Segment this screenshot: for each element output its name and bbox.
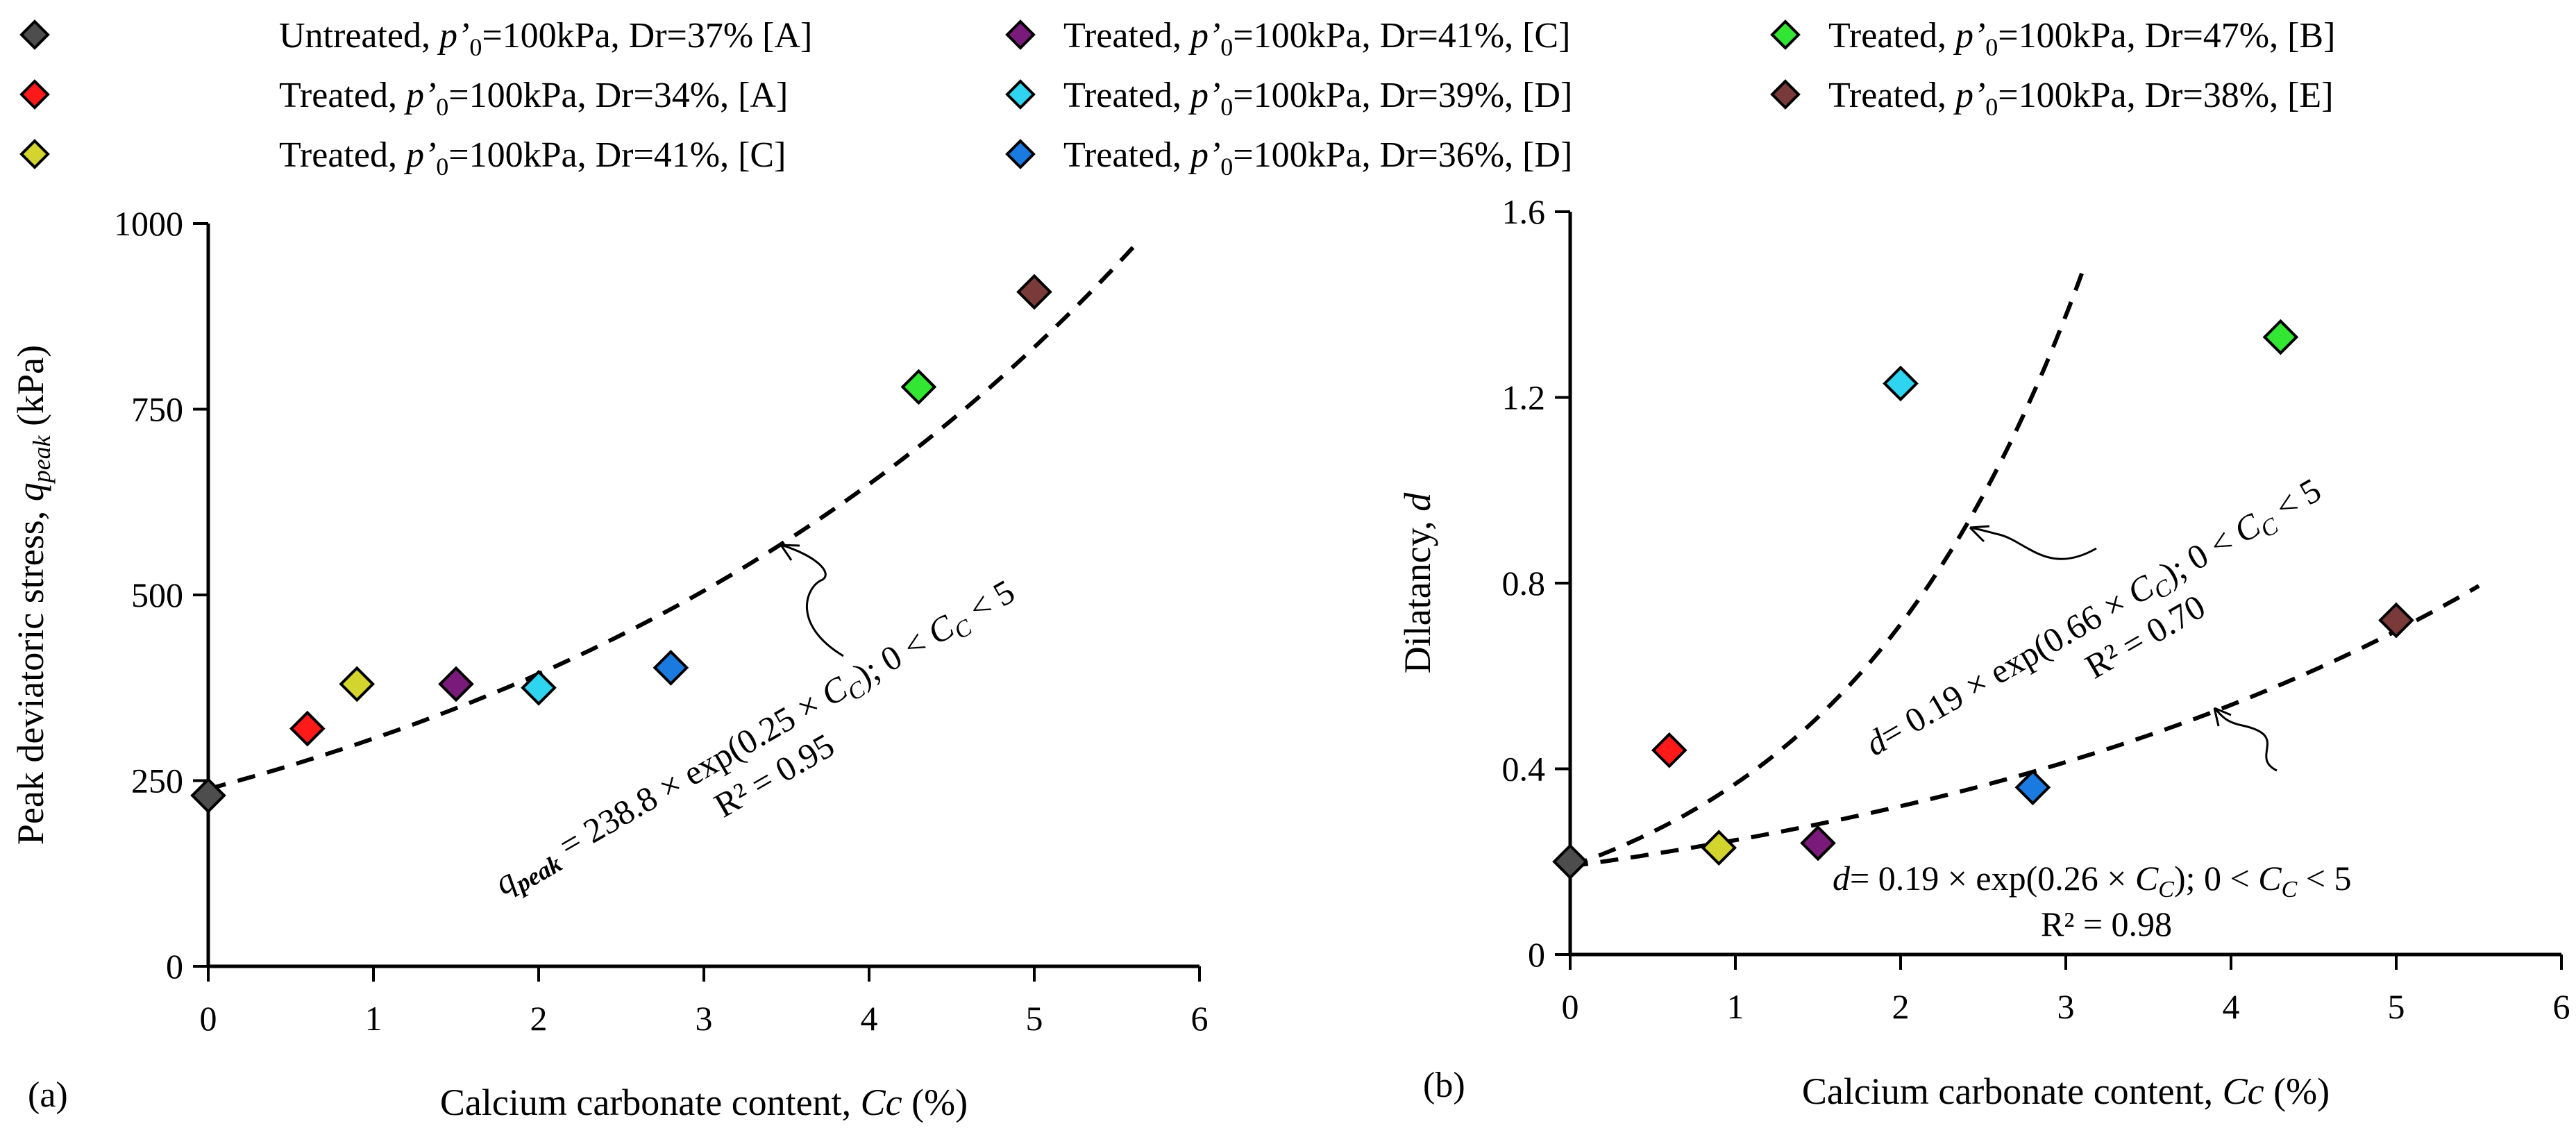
x-tick-label: 6 <box>1191 999 1209 1038</box>
y-axis-title: Dilatancy, d <box>1397 492 1438 673</box>
x-tick-label: 6 <box>2553 987 2570 1026</box>
data-point-treated_b <box>900 369 937 405</box>
legend-entry-treated_c41y: Treated, p’0=100kPa, Dr=41%, [C] <box>279 135 786 180</box>
panel-b-fit-curves <box>1569 271 2480 868</box>
panel-label-b: (b) <box>1423 1066 1465 1105</box>
data-point-treated_d39 <box>521 669 557 706</box>
svg-text:qpeak = 238.8 × exp(0.25 × CC): qpeak = 238.8 × exp(0.25 × CC); 0 < CC <… <box>488 572 1024 907</box>
data-point-treated_c41p <box>438 666 474 703</box>
data-point-treated_e <box>2378 602 2414 639</box>
data-point-treated_d36 <box>2014 769 2051 806</box>
y-tick-label: 1.2 <box>1502 378 1546 417</box>
x-tick-label: 5 <box>2388 987 2405 1026</box>
fit-curve-1 <box>208 245 1135 791</box>
legend-entry-treated_d39: Treated, p’0=100kPa, Dr=39%, [D] <box>1063 76 1572 121</box>
panel-a-fit-curves <box>208 245 1135 791</box>
data-point-treated_c41y <box>1701 830 1737 866</box>
panel-b-ticks: 0 1 2 3 4 5 6 0 0.4 0.8 1.2 1.6 <box>1502 192 2570 1026</box>
panel-label-a: (a) <box>28 1075 68 1115</box>
legend-marker-treated_d39 <box>1005 79 1036 110</box>
fit-curve-2 <box>1569 584 2480 868</box>
data-point-untreated_a <box>190 777 226 814</box>
data-point-treated_e <box>1016 274 1052 310</box>
x-axis-title: Calcium carbonate content, Cc (%) <box>1802 1070 2330 1112</box>
annotation-arrow-b2 <box>2213 707 2278 772</box>
fit-equation-b2: d= 0.19 × exp(0.26 × CC); 0 < CC < 5 R² … <box>1833 859 2351 943</box>
y-tick-label: 750 <box>131 390 183 429</box>
fit-equation-a: qpeak = 238.8 × exp(0.25 × CC); 0 < CC <… <box>488 572 1024 907</box>
data-point-treated_b <box>2262 319 2299 355</box>
x-tick-label: 3 <box>2057 987 2075 1026</box>
panel-a: 0 1 2 3 4 5 6 0 250 500 750 1000 Calcium carbonate … <box>10 204 1209 1123</box>
arrowhead-b2 <box>2213 707 2232 727</box>
legend-marker-treated_c41y <box>19 139 50 169</box>
y-tick-label: 0.4 <box>1502 750 1546 789</box>
x-tick-label: 4 <box>2223 987 2240 1026</box>
x-axis-title: Calcium carbonate content, Cc (%) <box>440 1082 968 1123</box>
legend-marker-treated_b <box>1770 19 1801 50</box>
data-point-treated_d39 <box>1883 365 1919 402</box>
legend-entry-treated_a: Treated, p’0=100kPa, Dr=34%, [A] <box>279 76 788 121</box>
data-point-treated_d36 <box>653 650 689 686</box>
panel-b-points <box>1552 319 2414 880</box>
r2-b2: R² = 0.98 <box>2041 905 2172 943</box>
legend-entry-untreated_a: Untreated, p’0=100kPa, Dr=37% [A] <box>279 16 812 61</box>
legend-marker-untreated_a <box>19 19 50 50</box>
legend-entry-treated_b: Treated, p’0=100kPa, Dr=47%, [B] <box>1828 16 2335 61</box>
svg-text:d= 0.19 × exp(0.66 × CC); 0 <: d= 0.19 × exp(0.66 × CC); 0 < CC < 5 <box>1859 470 2330 767</box>
x-tick-label: 1 <box>365 999 382 1038</box>
data-point-treated_c41y <box>339 666 376 703</box>
y-tick-label: 0 <box>1528 935 1545 974</box>
y-tick-label: 0 <box>166 947 183 986</box>
y-tick-label: 500 <box>131 575 183 614</box>
x-tick-label: 0 <box>200 999 217 1038</box>
svg-text:d= 0.19 × exp(0.26 × CC); 0: d= 0.19 × exp(0.26 × CC); 0 < CC < 5 <box>1833 859 2351 902</box>
legend-marker-treated_a <box>19 79 50 110</box>
x-tick-label: 2 <box>530 999 548 1038</box>
panel-a-ticks: 0 1 2 3 4 5 6 0 250 500 750 1000 <box>114 204 1209 1038</box>
fit-curve-1 <box>1569 271 2085 868</box>
annotation-arrow-b1 <box>1969 526 2097 560</box>
panel-a-points <box>190 274 1052 814</box>
panel-b: 0 1 2 3 4 5 6 0 0.4 0.8 1.2 1.6 Calcium carbonate c… <box>1397 192 2570 1112</box>
y-axis-title: Peak deviatoric stress, qpeak (kPa) <box>10 345 56 845</box>
data-point-treated_a <box>289 710 326 747</box>
data-point-treated_c41p <box>1800 825 1836 861</box>
legend: Untreated, p’0=100kPa, Dr=37% [A] Treated… <box>19 16 2335 180</box>
annotation-arrow-a <box>780 544 844 657</box>
data-point-treated_a <box>1651 732 1687 768</box>
x-tick-label: 3 <box>696 999 713 1038</box>
x-tick-label: 4 <box>861 999 878 1038</box>
data-point-untreated_a <box>1552 843 1588 880</box>
arrowhead-b1 <box>1969 525 1990 543</box>
arrowhead-a <box>780 544 800 561</box>
y-tick-label: 1000 <box>114 204 183 243</box>
x-tick-label: 5 <box>1026 999 1043 1038</box>
y-tick-label: 250 <box>131 762 183 800</box>
fit-equation-b1: d= 0.19 × exp(0.66 × CC); 0 < CC < 5 R² … <box>1859 470 2330 767</box>
x-tick-label: 0 <box>1562 987 1579 1026</box>
y-tick-label: 1.6 <box>1502 192 1546 231</box>
y-tick-label: 0.8 <box>1502 564 1546 603</box>
legend-marker-treated_d36 <box>1005 139 1036 169</box>
legend-marker-treated_c41p <box>1005 19 1036 50</box>
legend-entry-treated_d36: Treated, p’0=100kPa, Dr=36%, [D] <box>1063 135 1572 180</box>
x-tick-label: 2 <box>1892 987 1910 1026</box>
legend-entry-treated_c41p: Treated, p’0=100kPa, Dr=41%, [C] <box>1063 16 1570 61</box>
x-tick-label: 1 <box>1727 987 1744 1026</box>
legend-entry-treated_e: Treated, p’0=100kPa, Dr=38%, [E] <box>1828 76 2334 121</box>
legend-marker-treated_e <box>1770 79 1801 110</box>
